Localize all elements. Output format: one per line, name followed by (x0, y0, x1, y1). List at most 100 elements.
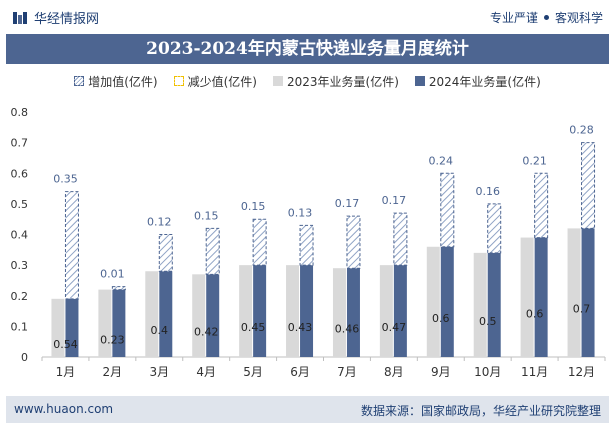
increase-data-label: 0.21 (522, 154, 547, 167)
bar-2024 (534, 237, 548, 357)
x-tick-label: 11月 (521, 365, 548, 379)
tagline-left: 专业严谨 (489, 11, 538, 25)
bar-increase (205, 227, 220, 275)
legend-swatch-2024 (414, 76, 425, 86)
y-tick-label: 0.4 (11, 229, 29, 242)
chart-title: 2023-2024年内蒙古快递业务量月度统计 (6, 34, 609, 64)
legend-item-2023[interactable]: 2023年业务量(亿件) (272, 73, 399, 90)
bar-increase (487, 203, 502, 254)
separator-dot-icon (543, 15, 549, 20)
x-tick-label: 12月 (568, 365, 595, 379)
increase-data-label: 0.01 (100, 268, 125, 281)
bar-increase (534, 172, 549, 239)
value-data-label-2024: 0.6 (526, 307, 544, 320)
bar-2023 (379, 265, 393, 357)
increase-data-label: 0.15 (241, 200, 266, 213)
bar-2023 (332, 268, 346, 357)
top-bar: 华经情报网 专业严谨 客观科学 (0, 0, 615, 34)
x-tick-label: 1月 (56, 365, 76, 379)
increase-data-label: 0.12 (147, 216, 172, 229)
bar-2023 (192, 274, 206, 357)
tagline-right: 客观科学 (554, 11, 603, 25)
bar-2024 (112, 289, 126, 357)
legend-swatch-decrease (173, 76, 184, 86)
x-tick-label: 2月 (103, 365, 123, 379)
bar-increase (346, 215, 361, 269)
x-tick-label: 9月 (431, 365, 451, 379)
value-data-label-2024: 0.4 (151, 324, 169, 337)
x-tick-label: 5月 (243, 365, 263, 379)
value-data-label-2024: 0.47 (382, 321, 407, 334)
value-data-label-2024: 0.42 (194, 326, 219, 339)
bar-2024 (487, 252, 501, 357)
brand-name: 华经情报网 (34, 12, 100, 27)
x-tick-label: 3月 (149, 365, 169, 379)
x-tick-label: 6月 (290, 365, 310, 379)
bar-2023 (426, 246, 440, 357)
value-data-label-2024: 0.7 (573, 303, 591, 316)
value-data-label-2024: 0.45 (241, 321, 266, 334)
bar-2023 (520, 237, 534, 357)
bar-increase (440, 172, 455, 248)
value-data-label-2024: 0.46 (335, 323, 360, 336)
bar-2023 (98, 289, 112, 357)
bar-2024 (65, 298, 79, 357)
increase-data-label: 0.28 (569, 124, 594, 137)
bar-2023 (473, 252, 487, 357)
y-tick-label: 0.2 (11, 290, 29, 303)
legend-label-decrease: 减少值(亿件) (187, 74, 257, 89)
legend-item-2024[interactable]: 2024年业务量(亿件) (414, 73, 541, 90)
legend-label-2024: 2024年业务量(亿件) (428, 74, 541, 89)
y-tick-label: 0.5 (11, 198, 29, 211)
value-data-label-2024: 0.6 (432, 312, 450, 325)
bar-2024 (393, 265, 407, 357)
value-data-label-2024: 0.5 (479, 315, 497, 328)
tagline: 专业严谨 客观科学 (490, 9, 603, 26)
y-tick-label: 0.1 (11, 320, 29, 333)
bar-increase (64, 191, 79, 300)
increase-data-label: 0.35 (53, 173, 78, 186)
y-tick-label: 0.8 (11, 106, 29, 119)
legend-swatch-increase (74, 76, 85, 86)
y-tick-label: 0.6 (11, 167, 29, 180)
legend-label-increase: 增加值(亿件) (88, 74, 158, 89)
increase-data-label: 0.15 (194, 209, 219, 222)
bar-2024 (159, 271, 173, 357)
bar-2023 (567, 228, 581, 357)
bar-2023 (51, 298, 65, 357)
legend-item-decrease[interactable]: 减少值(亿件) (173, 73, 257, 90)
bar-increase (299, 224, 314, 266)
bar-increase (393, 212, 408, 266)
bar-2024 (253, 265, 267, 357)
brand-logo-icon (13, 11, 27, 24)
x-tick-label: 4月 (196, 365, 216, 379)
footer-source: 数据来源：国家邮政局，华经产业研究院整理 (360, 404, 601, 418)
increase-data-label: 0.13 (288, 206, 313, 219)
y-tick-label: 0 (21, 351, 28, 364)
bar-2023 (145, 271, 159, 357)
value-data-label-2024: 0.43 (288, 321, 313, 334)
footer-website-link[interactable]: www.huaon.com (14, 402, 114, 416)
chart-legend: 增加值(亿件) 减少值(亿件) 2023年业务量(亿件) 2024年业务量(亿件… (0, 70, 615, 92)
brand[interactable]: 华经情报网 (12, 8, 99, 27)
footer: www.huaon.com 数据来源：国家邮政局，华经产业研究院整理 (6, 396, 609, 423)
legend-label-2023: 2023年业务量(亿件) (286, 74, 399, 89)
bar-increase (581, 142, 596, 229)
bar-2024 (300, 265, 314, 357)
increase-data-label: 0.24 (429, 154, 454, 167)
legend-swatch-2023 (272, 76, 283, 86)
bar-2023 (286, 265, 300, 357)
bar-2024 (206, 274, 220, 357)
increase-data-label: 0.17 (335, 197, 360, 210)
y-tick-label: 0.7 (11, 137, 29, 150)
bar-increase (111, 286, 126, 291)
x-tick-label: 8月 (384, 365, 404, 379)
bar-chart: 0 0.1 0.2 0.3 0.4 0.5 0.6 0.7 0.8 0.35 0.54 1月 0.01 0… (11, 106, 606, 379)
bar-2024 (346, 268, 360, 357)
x-tick-label: 7月 (337, 365, 357, 379)
increase-data-label: 0.17 (382, 194, 407, 207)
bar-2024 (581, 228, 595, 357)
legend-item-increase[interactable]: 增加值(亿件) (74, 73, 158, 90)
bar-increase (158, 234, 173, 272)
bar-2023 (239, 265, 253, 357)
